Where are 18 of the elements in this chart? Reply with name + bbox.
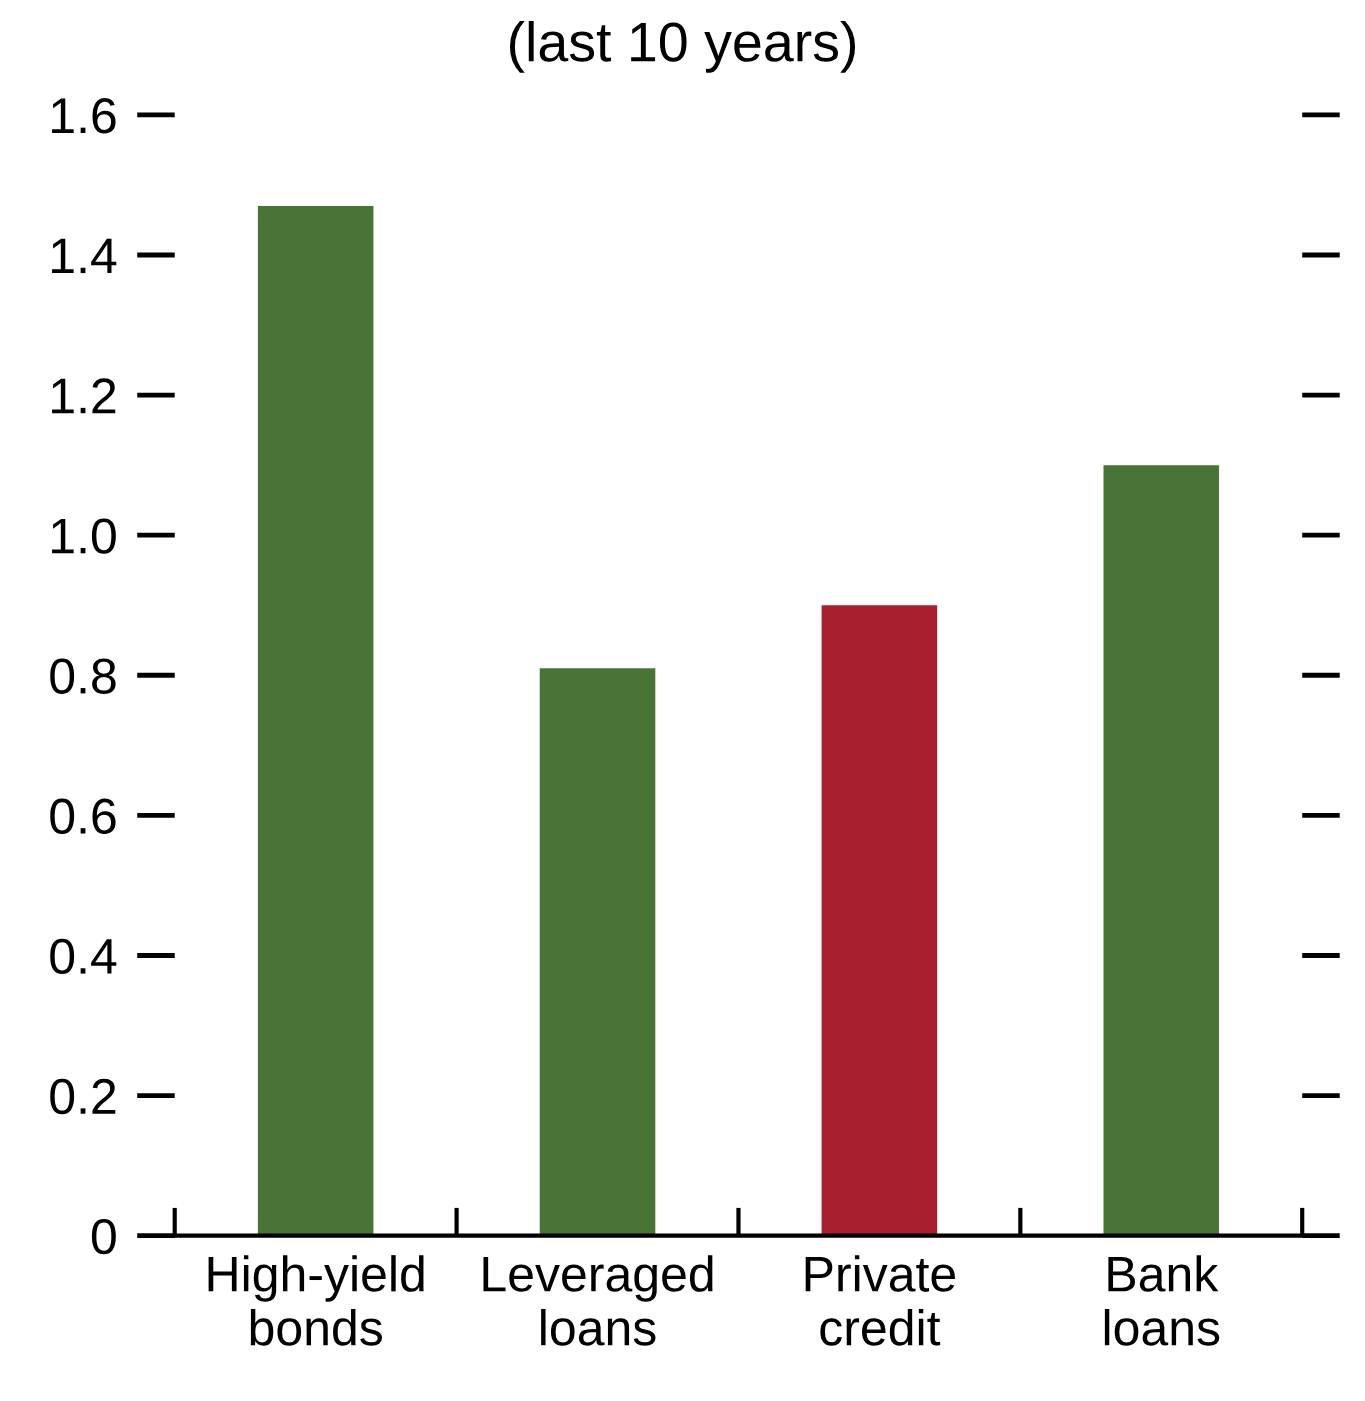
y-tick-label: 1.0 [52, 518, 116, 554]
y-tick-label: 1.2 [52, 378, 116, 414]
y-tick-label: 1.4 [52, 238, 117, 274]
bar [539, 668, 656, 1236]
bar [1103, 465, 1220, 1236]
y-tick-label: 0.4 [50, 938, 117, 975]
x-tick-label: High-yield bonds [208, 1255, 424, 1346]
y-tick-label: 1.6 [52, 98, 116, 134]
y-tick-label: 0.8 [50, 658, 116, 694]
x-tick-label: Bank loans [1104, 1255, 1220, 1346]
x-tick-label: Private credit [805, 1255, 955, 1346]
bar [257, 205, 374, 1236]
bar [821, 605, 938, 1236]
x-tick-label: Leveraged loans [483, 1255, 713, 1346]
y-tick-label: 0.2 [50, 1078, 116, 1115]
y-tick-label: 0 [91, 1218, 116, 1255]
chart-title: (last 10 years) [509, 21, 856, 73]
y-tick-label: 0.6 [50, 798, 116, 834]
